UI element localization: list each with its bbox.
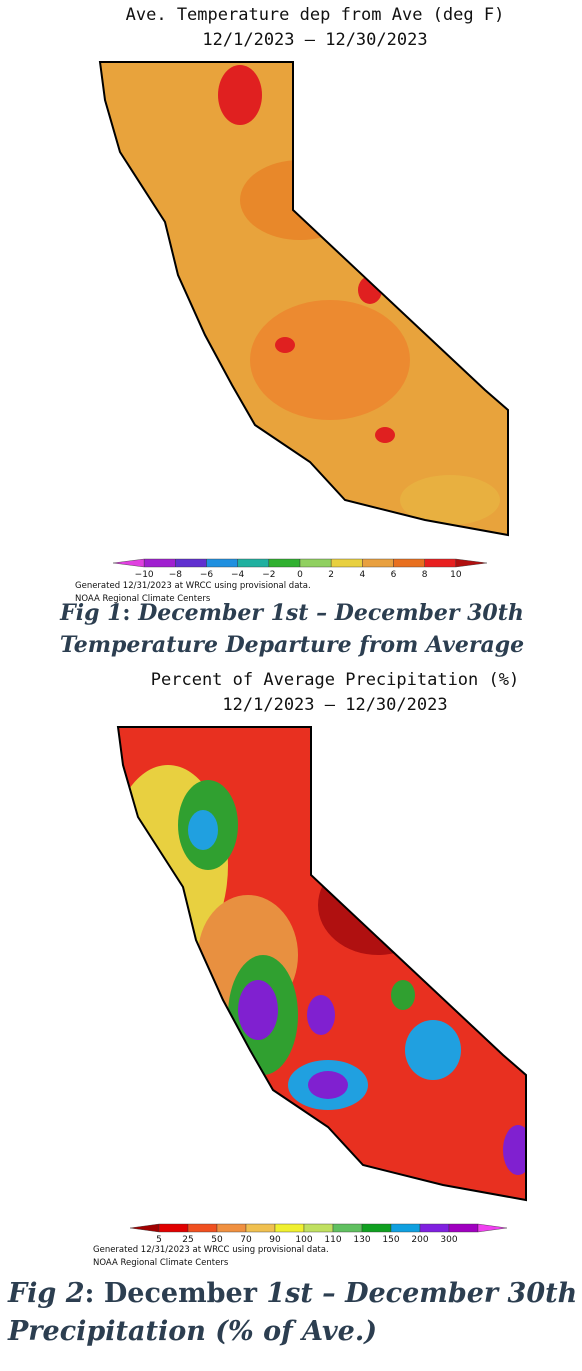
legend-swatch bbox=[206, 558, 238, 568]
caption: Precipitation (% of Ave.) bbox=[7, 1316, 377, 1347]
legend-swatch bbox=[143, 558, 176, 568]
legend-swatch bbox=[175, 558, 207, 568]
legend-label: −4 bbox=[231, 570, 245, 580]
legend-label: 300 bbox=[440, 1235, 457, 1245]
caption-part: : bbox=[122, 600, 138, 626]
legend-swatch bbox=[477, 1223, 508, 1233]
legend-label: 150 bbox=[382, 1235, 399, 1245]
caption-part: 1st – December 30th bbox=[266, 1278, 577, 1309]
caption-part: Temperature Departure from Average bbox=[60, 632, 524, 658]
legend-label: 5 bbox=[156, 1235, 162, 1245]
legend-swatch bbox=[112, 558, 145, 568]
legend-label: −10 bbox=[135, 570, 154, 580]
legend-label: 90 bbox=[269, 1235, 281, 1245]
legend-swatch bbox=[424, 558, 457, 568]
legend-swatch bbox=[393, 558, 425, 568]
legend-swatch bbox=[448, 1223, 479, 1233]
legend-label: −2 bbox=[262, 570, 275, 580]
legend-swatch bbox=[303, 1223, 334, 1233]
credit: Generated 12/31/2023 at WRCC using provi… bbox=[93, 1245, 329, 1255]
legend-swatch bbox=[362, 558, 394, 568]
legend-swatch bbox=[245, 1223, 276, 1233]
map-title: Percent of Average Precipitation (%) bbox=[151, 670, 519, 690]
legend-label: 25 bbox=[182, 1235, 193, 1245]
legend-label: 2 bbox=[328, 570, 334, 580]
credit: Generated 12/31/2023 at WRCC using provi… bbox=[75, 581, 311, 591]
caption-part: Fig 1 bbox=[59, 600, 122, 626]
legend-label: 100 bbox=[295, 1235, 312, 1245]
credit: NOAA Regional Climate Centers bbox=[93, 1258, 229, 1268]
legend-swatch bbox=[332, 1223, 363, 1233]
caption-part: : December bbox=[85, 1278, 267, 1309]
legend-label: −8 bbox=[169, 570, 183, 580]
caption-part: December 1st – December 30th bbox=[137, 600, 524, 626]
map-precipitation bbox=[117, 726, 527, 1201]
legend-swatch bbox=[216, 1223, 247, 1233]
caption: Fig 2: December 1st – December 30th bbox=[7, 1278, 577, 1309]
legend-swatch bbox=[158, 1223, 189, 1233]
legend-swatch bbox=[187, 1223, 218, 1233]
legend-label: 130 bbox=[353, 1235, 370, 1245]
legend-swatch bbox=[455, 558, 488, 568]
legend-swatch bbox=[361, 1223, 392, 1233]
legend-label: 8 bbox=[422, 570, 428, 580]
map-title: 12/1/2023 – 12/30/2023 bbox=[222, 695, 447, 715]
legend-swatch bbox=[268, 558, 301, 568]
caption: Temperature Departure from Average bbox=[60, 632, 524, 658]
legend-label: −6 bbox=[200, 570, 214, 580]
legend-swatch bbox=[299, 558, 332, 568]
legend-label: 4 bbox=[359, 570, 365, 580]
legend-swatch bbox=[129, 1223, 160, 1233]
legend-swatch bbox=[330, 558, 363, 568]
legend-label: 70 bbox=[240, 1235, 252, 1245]
legend-label: 50 bbox=[211, 1235, 223, 1245]
legend-label: 6 bbox=[391, 570, 397, 580]
credit: NOAA Regional Climate Centers bbox=[75, 594, 211, 604]
caption-part: Fig 2 bbox=[7, 1278, 85, 1309]
legend-label: 10 bbox=[450, 570, 462, 580]
caption: Fig 1: December 1st – December 30th bbox=[59, 600, 524, 626]
legend-label: 110 bbox=[324, 1235, 341, 1245]
map-title: Ave. Temperature dep from Ave (deg F) bbox=[126, 5, 505, 25]
legend-swatch bbox=[274, 1223, 305, 1233]
legend-swatch bbox=[419, 1223, 450, 1233]
legend-swatch bbox=[390, 1223, 421, 1233]
legend-swatch bbox=[237, 558, 270, 568]
legend-label: 0 bbox=[297, 570, 303, 580]
caption-part: Precipitation (% of Ave.) bbox=[7, 1316, 377, 1347]
map-temperature bbox=[99, 61, 509, 536]
map-title: 12/1/2023 – 12/30/2023 bbox=[202, 30, 427, 50]
legend-label: 200 bbox=[411, 1235, 428, 1245]
